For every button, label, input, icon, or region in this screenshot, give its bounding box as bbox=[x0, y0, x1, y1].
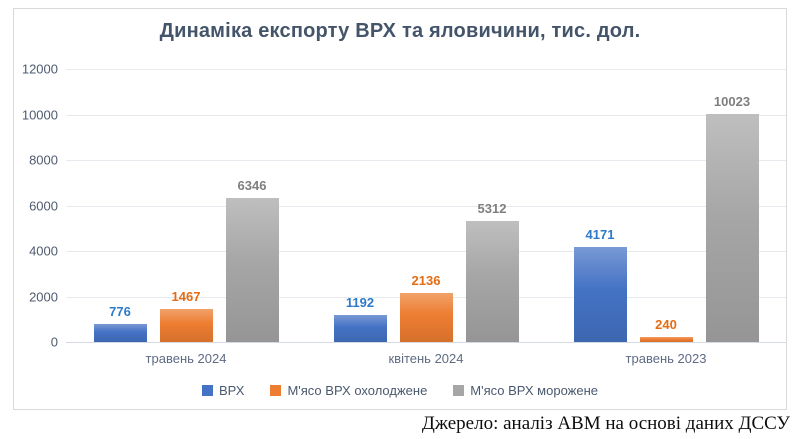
chart-title: Динаміка експорту ВРХ та яловичини, тис.… bbox=[159, 20, 641, 42]
bar-group: 4171 240 10023 травень 2023 bbox=[546, 69, 786, 366]
chart-card: Динаміка експорту ВРХ та яловичини, тис.… bbox=[13, 8, 787, 410]
bar-slot: 2136 bbox=[399, 273, 453, 342]
bar-value-label: 6346 bbox=[237, 177, 267, 193]
y-axis-tick-label: 2000 bbox=[29, 289, 58, 304]
legend: ВРХ М'ясо ВРХ охолоджене М'ясо ВРХ морожен… bbox=[14, 383, 786, 398]
gridline bbox=[66, 205, 786, 207]
bar bbox=[705, 113, 759, 342]
gridline bbox=[66, 342, 786, 343]
bar-group: 776 1467 6346 травень 2024 bbox=[66, 69, 306, 366]
bar-slot: 1467 bbox=[159, 289, 213, 342]
bar bbox=[159, 308, 213, 342]
y-axis-tick-label: 4000 bbox=[29, 243, 58, 259]
plot-area: 0 2000 4000 6000 8000 10000 12000 776 1467 6346 т… bbox=[22, 62, 786, 366]
bars-layer: 776 1467 6346 травень 2024 1192 2136 5312 квіте… bbox=[66, 69, 786, 366]
bar bbox=[225, 197, 279, 342]
bar-slot: 1192 bbox=[333, 295, 387, 342]
bar-slot: 6346 bbox=[225, 178, 279, 342]
y-axis-tick-label: 0 bbox=[50, 334, 58, 350]
bar bbox=[465, 221, 519, 342]
legend-item: М'ясо ВРХ охолоджене bbox=[270, 383, 427, 398]
source-note: Джерело: аналіз АВМ на основі даних ДССУ bbox=[421, 413, 790, 434]
bar-value-label: 1192 bbox=[345, 294, 375, 310]
bar bbox=[93, 324, 147, 342]
category-label: квітень 2024 bbox=[388, 351, 464, 366]
legend-swatch bbox=[270, 385, 282, 396]
bar-slot: 776 bbox=[93, 304, 147, 342]
bar-slot: 10023 bbox=[705, 94, 759, 342]
y-axis-tick-label: 6000 bbox=[29, 198, 58, 213]
legend-item: ВРХ bbox=[202, 383, 244, 398]
legend-item: М'ясо ВРХ морожене bbox=[453, 383, 598, 398]
gridline bbox=[66, 160, 786, 161]
gridline bbox=[66, 69, 786, 70]
category-label: травень 2023 bbox=[625, 351, 707, 366]
bar-slot: 240 bbox=[639, 317, 693, 342]
legend-swatch bbox=[453, 385, 465, 396]
y-axis-tick-label: 10000 bbox=[21, 107, 58, 122]
legend-swatch bbox=[202, 385, 213, 396]
bar-value-label: 240 bbox=[655, 316, 677, 332]
y-axis-tick-label: 12000 bbox=[21, 61, 58, 77]
category-label: травень 2024 bbox=[145, 351, 227, 366]
bar-value-label: 5312 bbox=[477, 201, 507, 217]
bar bbox=[573, 247, 627, 342]
bar-value-label: 776 bbox=[109, 304, 131, 320]
y-axis-tick-label: 8000 bbox=[29, 152, 58, 168]
bar-group: 1192 2136 5312 квітень 2024 bbox=[306, 69, 546, 366]
legend-label: М'ясо ВРХ морожене bbox=[470, 383, 598, 398]
bar bbox=[399, 293, 453, 342]
bar bbox=[639, 336, 693, 342]
bar-value-label: 1467 bbox=[171, 288, 201, 304]
legend-label: ВРХ bbox=[219, 383, 245, 398]
bar bbox=[333, 314, 387, 342]
gridline bbox=[66, 114, 786, 116]
bar-value-label: 4171 bbox=[585, 227, 615, 243]
bar-slot: 4171 bbox=[573, 227, 627, 342]
legend-label: М'ясо ВРХ охолоджене bbox=[287, 383, 428, 398]
bar-value-label: 10023 bbox=[713, 93, 751, 109]
bar-value-label: 2136 bbox=[411, 273, 441, 289]
gridline bbox=[66, 251, 786, 252]
bar-slot: 5312 bbox=[465, 201, 519, 342]
